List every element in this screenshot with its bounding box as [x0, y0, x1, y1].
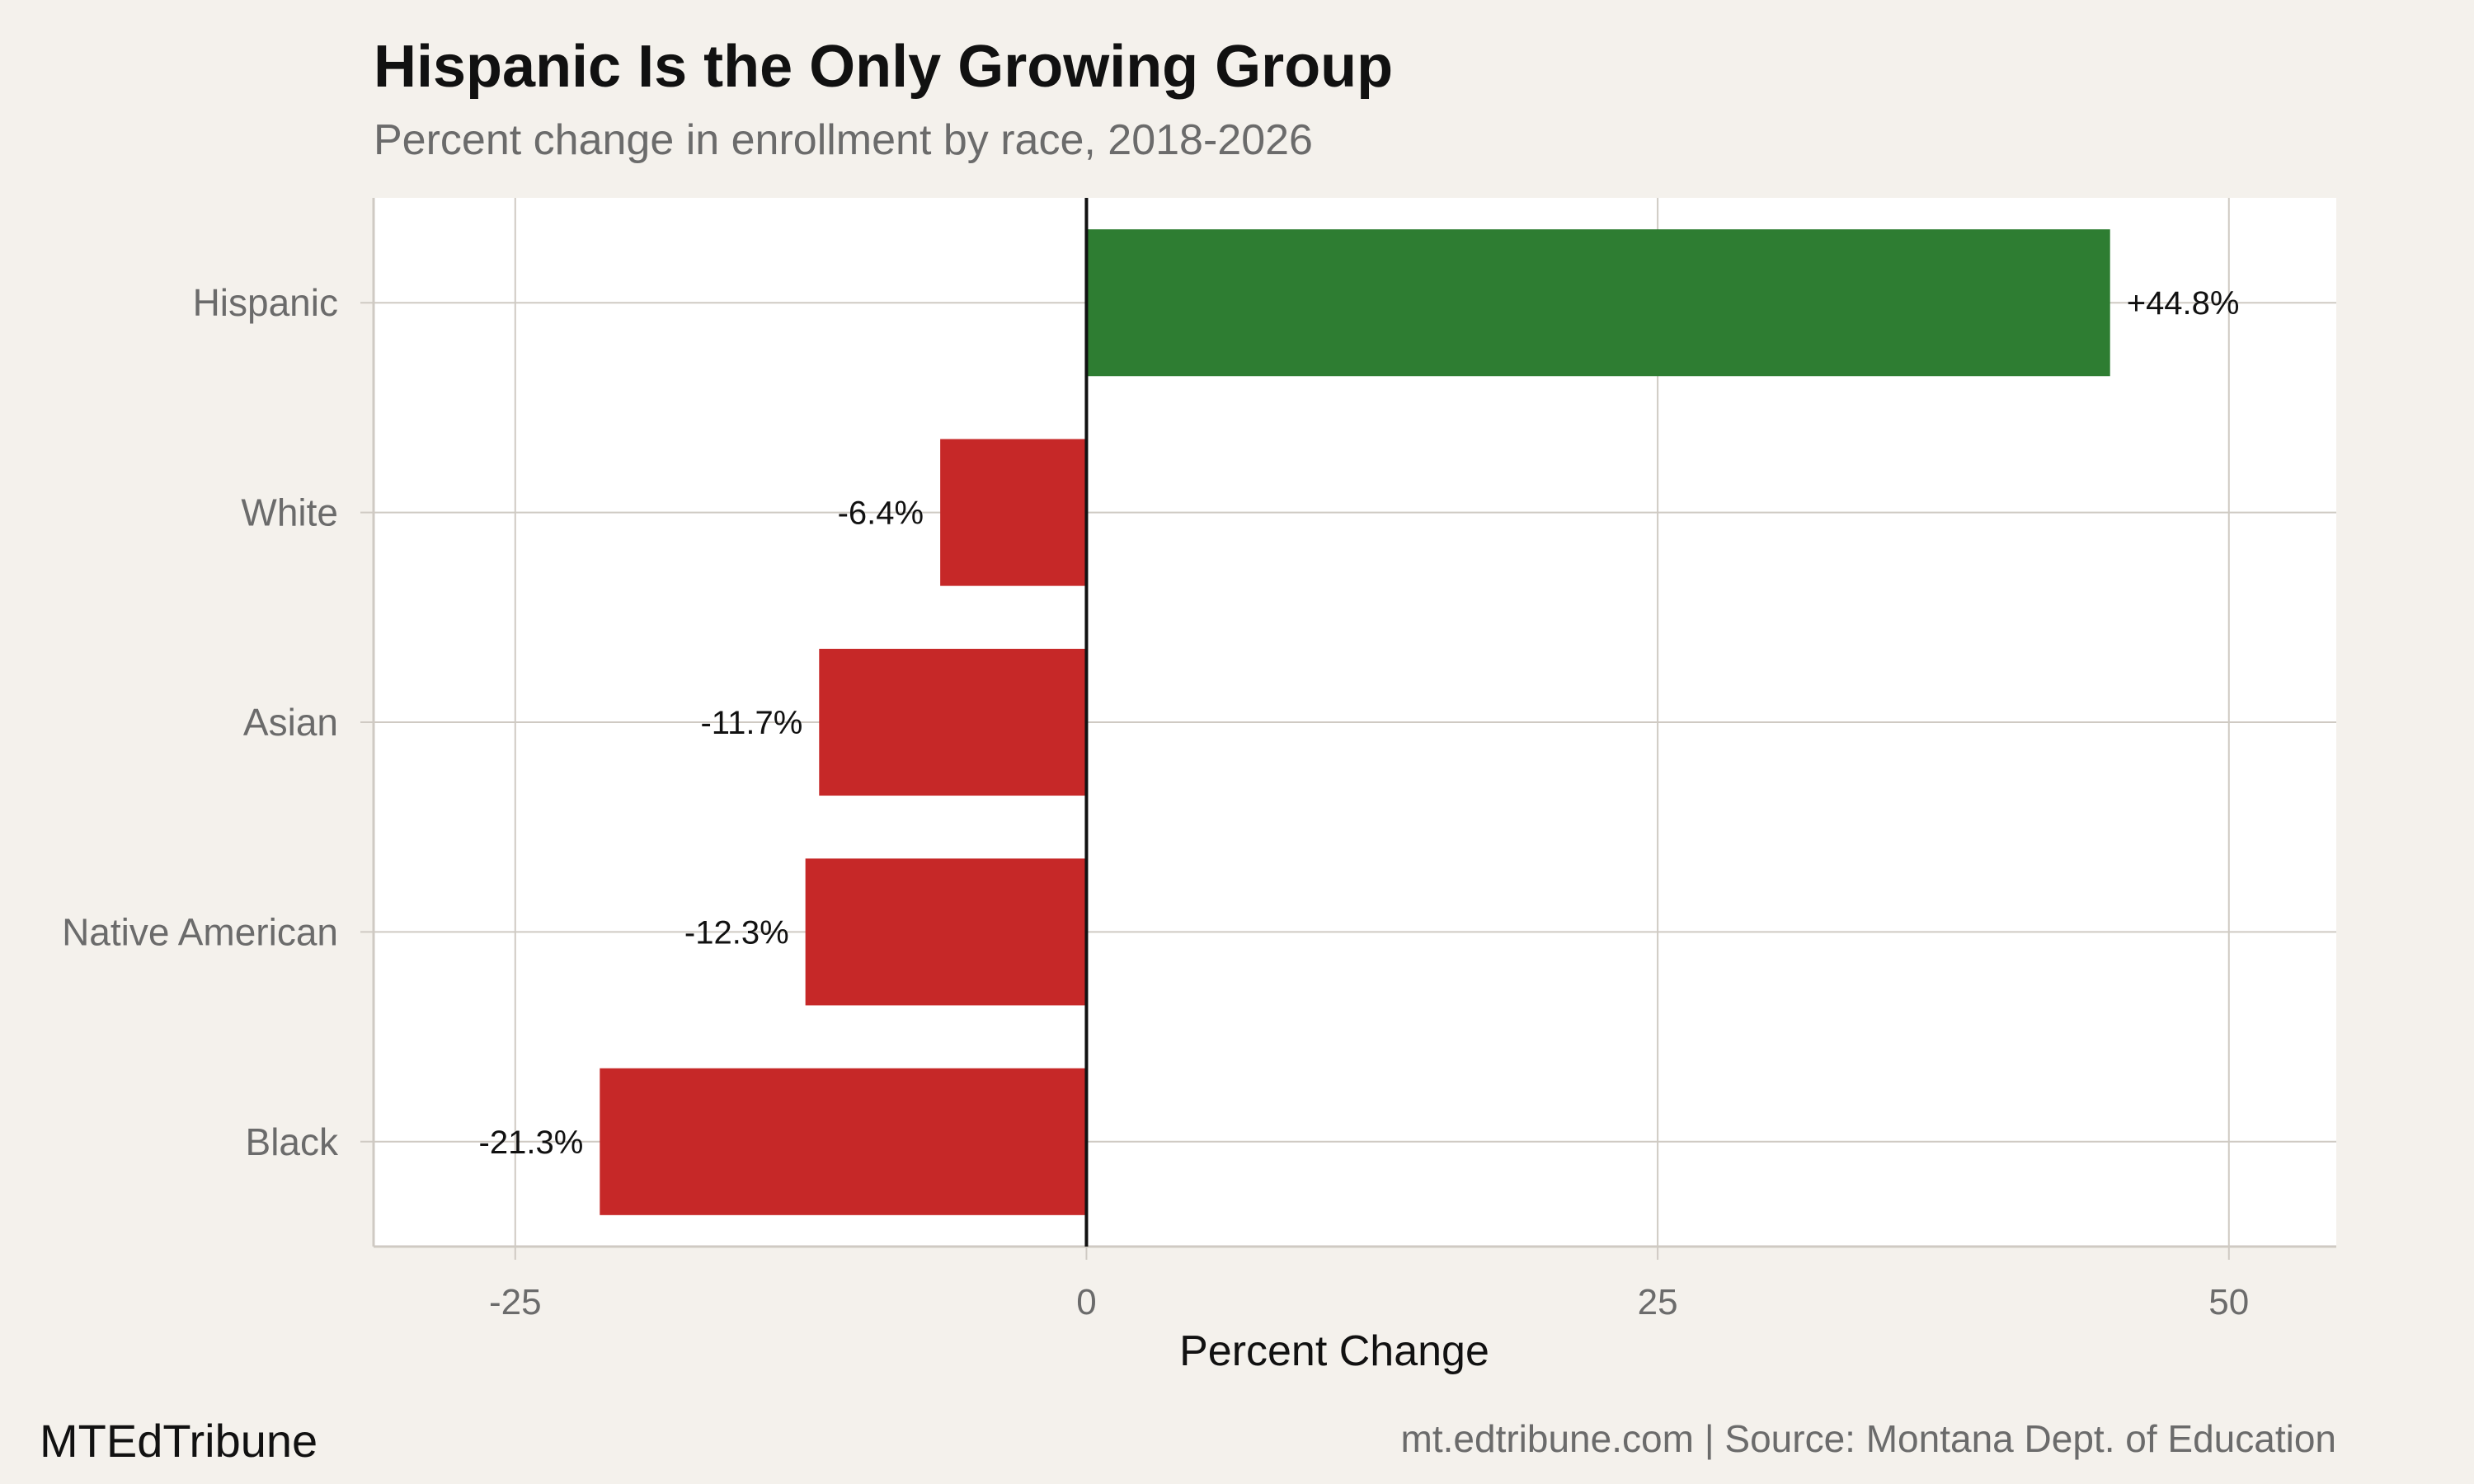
bar	[600, 1068, 1087, 1215]
data-label: -6.4%	[838, 495, 924, 532]
x-tick-label: 50	[2208, 1282, 2249, 1322]
category-label: Hispanic	[193, 281, 338, 324]
chart-title: Hispanic Is the Only Growing Group	[374, 34, 1394, 100]
bar	[1086, 229, 2110, 377]
source-caption: mt.edtribune.com | Source: Montana Dept.…	[1400, 1417, 2336, 1460]
category-label: Black	[246, 1120, 339, 1163]
data-label: -12.3%	[684, 914, 789, 951]
x-tick-label: 25	[1638, 1282, 1678, 1322]
category-label: White	[241, 491, 338, 534]
bar	[940, 439, 1087, 586]
data-label: -11.7%	[700, 705, 802, 741]
data-label: -21.3%	[479, 1125, 584, 1161]
data-label: +44.8%	[2127, 285, 2240, 322]
category-label: Native American	[62, 910, 338, 953]
chart-subtitle: Percent change in enrollment by race, 20…	[374, 116, 1313, 164]
brand-label: MTEdTribune	[40, 1415, 318, 1467]
x-tick-label: 0	[1076, 1282, 1096, 1322]
x-axis-title: Percent Change	[1179, 1327, 1489, 1375]
x-tick-label: -25	[489, 1282, 542, 1322]
bar	[805, 858, 1087, 1006]
category-label: Asian	[243, 701, 338, 744]
bar	[819, 648, 1087, 796]
